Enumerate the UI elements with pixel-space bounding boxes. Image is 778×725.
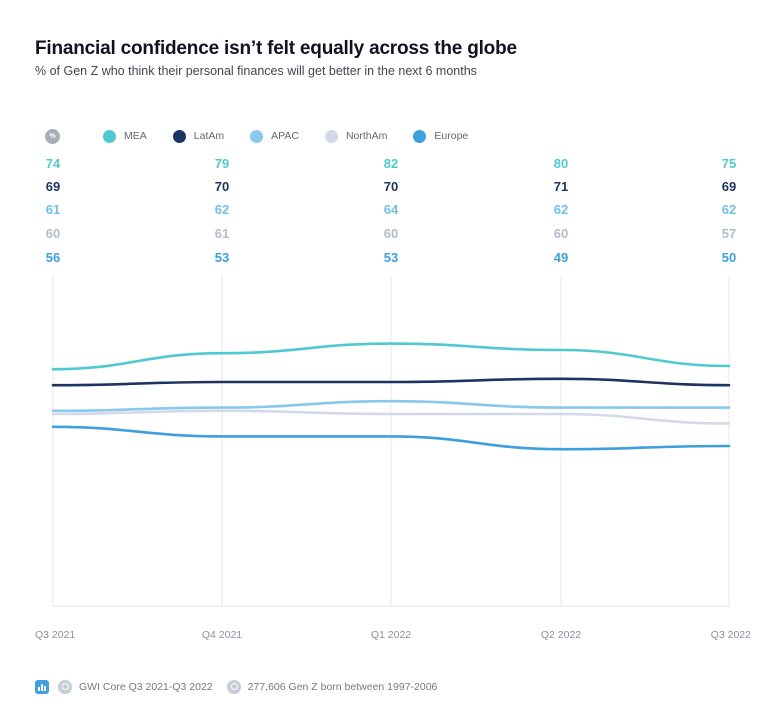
data-label-latam-q1-2022: 70	[384, 179, 398, 194]
legend-label-europe: Europe	[434, 130, 469, 142]
bar-chart-icon	[35, 680, 49, 694]
data-label-apac-q3-2022: 62	[722, 202, 736, 217]
series-line-northam	[51, 409, 731, 425]
data-label-northam-q1-2022: 60	[384, 226, 398, 241]
data-label-europe-q1-2022: 53	[384, 250, 398, 265]
legend-item-latam[interactable]: LatAm	[172, 129, 225, 143]
legend-item-apac[interactable]: APAC	[250, 129, 299, 143]
data-label-northam-q4-2021: 61	[215, 226, 229, 241]
series-line-latam	[51, 377, 731, 387]
data-label-apac-q3-2021: 61	[46, 202, 60, 217]
x-tick-label-q3-2022: Q3 2022	[711, 629, 751, 641]
legend: % MEA LatAm APAC NorthAm Europe	[45, 127, 494, 145]
data-label-northam-q2-2022: 60	[554, 226, 568, 241]
x-tick-label-q4-2021: Q4 2021	[202, 629, 242, 641]
data-label-mea-q3-2021: 74	[46, 156, 61, 171]
footer-source: GWI Core Q3 2021-Q3 2022	[79, 681, 213, 693]
data-label-latam-q3-2021: 69	[46, 179, 60, 194]
series-line-mea	[51, 342, 731, 371]
data-label-latam-q2-2022: 71	[554, 179, 568, 194]
x-tick-label-q1-2022: Q1 2022	[371, 629, 411, 641]
percent-badge-icon: %	[45, 128, 60, 144]
legend-item-northam[interactable]: NorthAm	[324, 129, 388, 143]
legend-label-mea: MEA	[124, 130, 147, 142]
chart-subtitle: % of Gen Z who think their personal fina…	[35, 64, 477, 78]
data-label-mea-q4-2021: 79	[215, 156, 229, 171]
legend-label-northam: NorthAm	[345, 130, 388, 142]
legend-item-europe[interactable]: Europe	[413, 129, 469, 143]
data-label-europe-q2-2022: 49	[554, 250, 568, 265]
legend-label-latam: LatAm	[193, 130, 225, 142]
clock-icon	[58, 680, 72, 694]
people-icon	[226, 680, 241, 694]
x-tick-label-q3-2021: Q3 2021	[35, 629, 75, 641]
data-label-latam-q3-2022: 69	[722, 179, 736, 194]
data-label-mea-q1-2022: 82	[384, 156, 398, 171]
data-label-europe-q3-2022: 50	[722, 250, 736, 265]
legend-dot-northam	[324, 129, 338, 143]
legend-dot-apac	[250, 129, 264, 143]
footer-sample: 277,606 Gen Z born between 1997-2006	[247, 681, 438, 693]
data-label-mea-q3-2022: 75	[722, 156, 736, 171]
legend-dot-mea	[103, 129, 116, 143]
data-label-apac-q2-2022: 62	[554, 202, 568, 217]
x-tick-label-q2-2022: Q2 2022	[541, 629, 581, 641]
data-label-mea-q2-2022: 80	[554, 156, 568, 171]
legend-label-apac: APAC	[271, 130, 299, 142]
series-line-apac	[51, 399, 731, 413]
data-label-apac-q1-2022: 64	[384, 202, 399, 217]
chart-title: Financial confidence isn’t felt equally …	[35, 38, 517, 59]
data-label-europe-q3-2021: 56	[46, 250, 60, 265]
footer: GWI Core Q3 2021-Q3 2022 277,606 Gen Z b…	[35, 680, 451, 694]
data-label-northam-q3-2021: 60	[46, 226, 60, 241]
legend-item-mea[interactable]: MEA	[103, 129, 147, 143]
data-label-europe-q4-2021: 53	[215, 250, 229, 265]
legend-dot-latam	[172, 129, 186, 143]
data-label-latam-q4-2021: 70	[215, 179, 229, 194]
series-line-europe	[51, 425, 731, 451]
data-label-northam-q3-2022: 57	[722, 226, 736, 241]
data-label-apac-q4-2021: 62	[215, 202, 229, 217]
legend-dot-europe	[413, 129, 427, 143]
